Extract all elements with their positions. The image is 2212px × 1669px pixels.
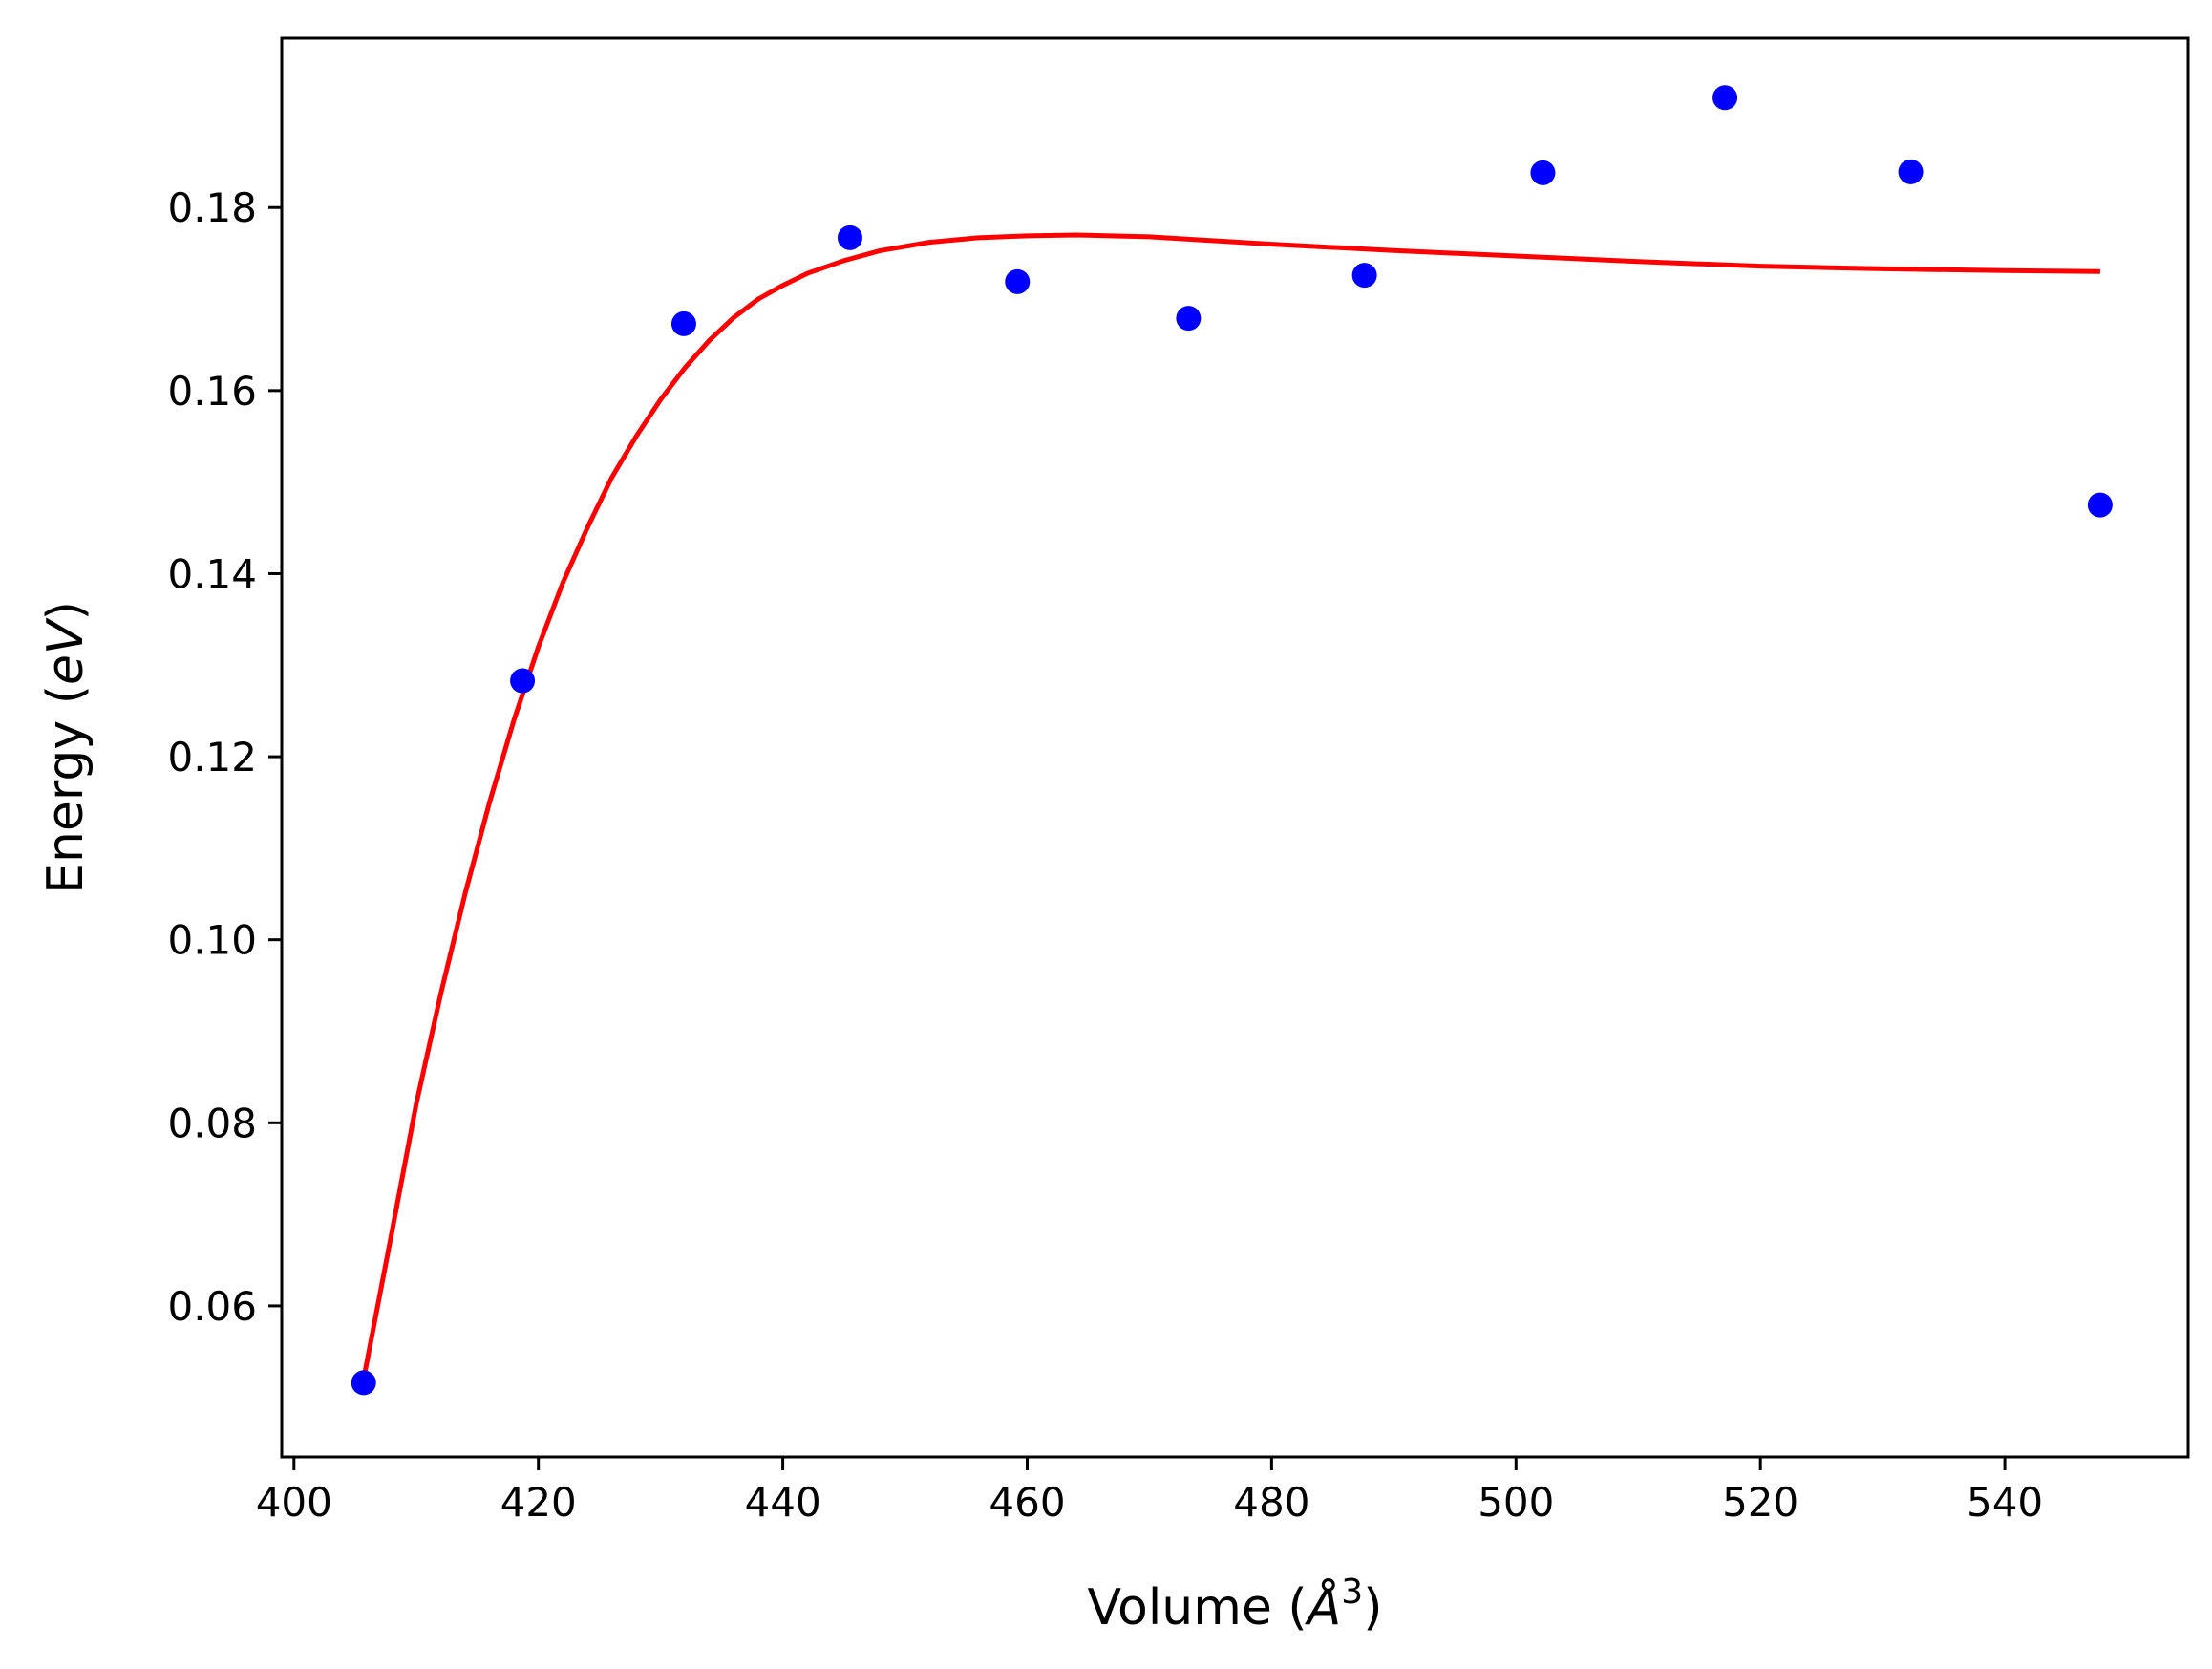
data-point <box>510 668 536 694</box>
x-tick-label: 500 <box>1478 1479 1554 1526</box>
x-tick-label: 440 <box>745 1479 821 1526</box>
y-tick-label: 0.16 <box>167 368 257 415</box>
x-tick-label: 420 <box>500 1479 577 1526</box>
data-point <box>670 310 696 336</box>
plot-frame <box>280 36 2190 1459</box>
data-point <box>351 1370 376 1396</box>
y-tick-label: 0.12 <box>167 734 257 781</box>
x-tick-label: 400 <box>256 1479 332 1526</box>
data-point <box>1351 263 1377 289</box>
y-axis-title: Energy (eV) <box>37 601 95 894</box>
data-point <box>1005 268 1031 294</box>
y-tick-label: 0.06 <box>167 1283 257 1330</box>
y-axis-ticks: 0.06 0.08 0.10 0.12 0.14 0.16 0.18 <box>167 184 282 1330</box>
data-point <box>2087 492 2113 518</box>
x-axis-title: Volume (Å3) <box>1088 1573 1383 1637</box>
data-point <box>1898 159 1924 184</box>
data-point <box>1712 85 1738 111</box>
y-tick-label: 0.08 <box>167 1100 257 1146</box>
x-tick-label: 460 <box>989 1479 1065 1526</box>
x-tick-label: 480 <box>1233 1479 1309 1526</box>
data-point <box>1530 160 1556 185</box>
y-tick-label: 0.14 <box>167 550 257 597</box>
series-layer <box>351 85 2113 1396</box>
x-axis-ticks: 400 420 440 460 480 500 520 540 <box>256 1457 2043 1526</box>
y-tick-label: 0.18 <box>167 184 257 231</box>
x-tick-label: 540 <box>1967 1479 2043 1526</box>
data-point <box>1176 306 1202 332</box>
x-tick-label: 520 <box>1722 1479 1798 1526</box>
y-tick-label: 0.10 <box>167 917 257 964</box>
fit-curve <box>361 232 2100 1380</box>
data-point <box>837 225 862 250</box>
